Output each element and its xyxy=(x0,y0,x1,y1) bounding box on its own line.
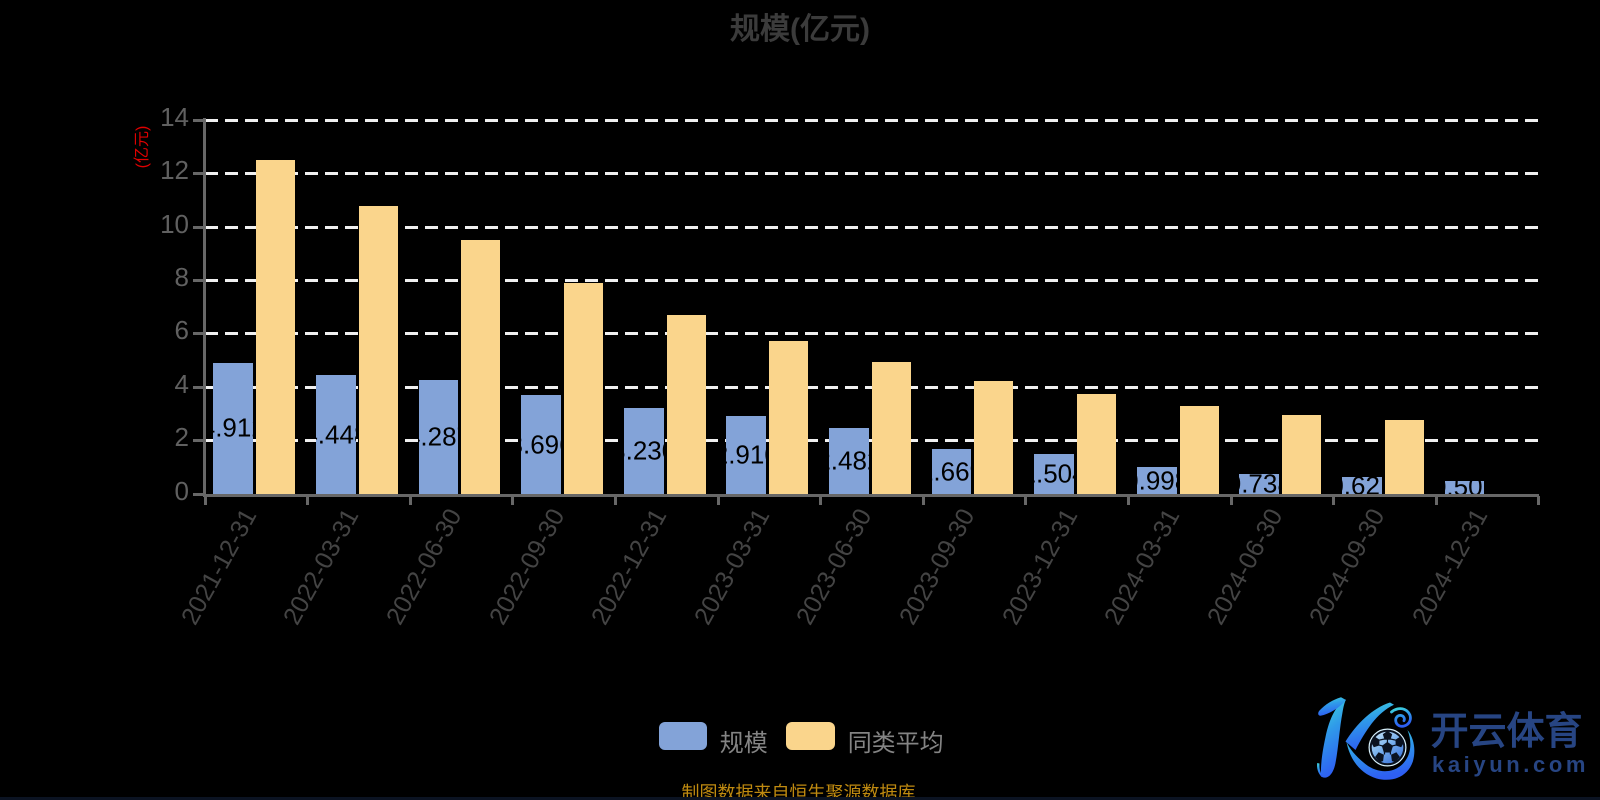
svg-text:开云体育: 开云体育 xyxy=(1431,711,1583,753)
svg-text:kaiyun.com: kaiyun.com xyxy=(1432,752,1589,777)
